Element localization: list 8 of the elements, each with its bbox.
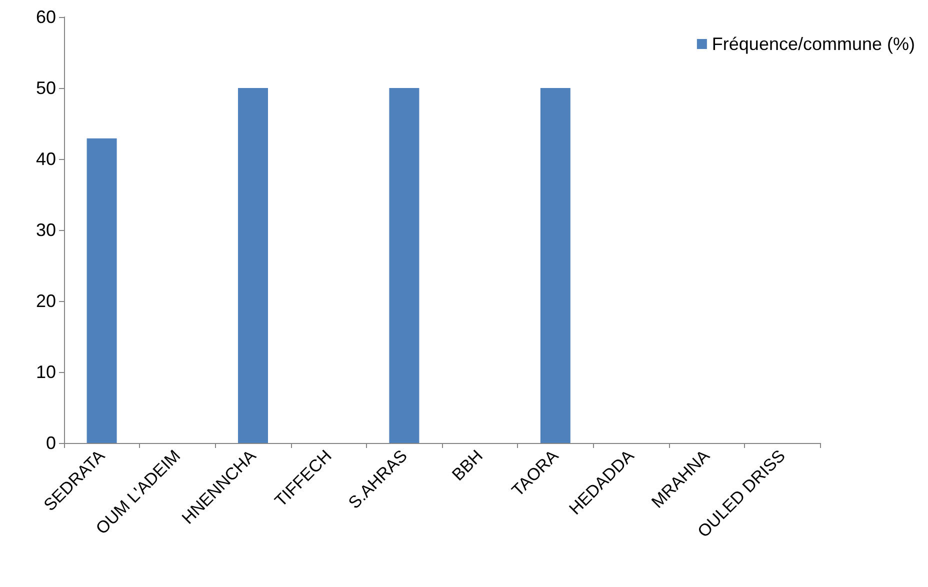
legend-label: Fréquence/commune (%)	[712, 34, 916, 54]
y-tick-label: 60	[36, 7, 56, 27]
y-tick-label: 30	[36, 220, 56, 240]
y-tick-label: 20	[36, 291, 56, 311]
y-tick-label: 0	[46, 433, 56, 453]
y-tick-label: 50	[36, 78, 56, 98]
y-tick-label: 40	[36, 149, 56, 169]
y-tick-label: 10	[36, 362, 56, 382]
